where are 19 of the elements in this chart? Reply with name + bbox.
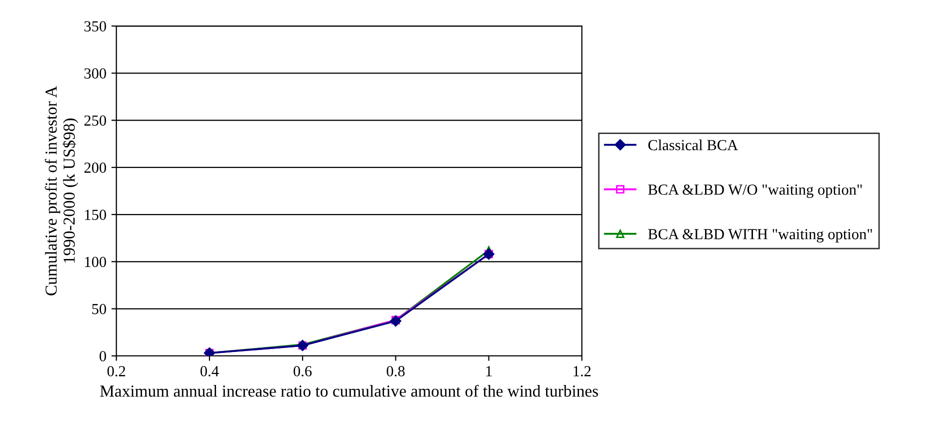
x-tick-label: 0.6 bbox=[294, 366, 312, 376]
x-tick-label: 0.8 bbox=[386, 366, 405, 376]
legend-label: BCA &LBD WITH "waiting option" bbox=[648, 229, 872, 242]
y-tick-label: 200 bbox=[84, 162, 106, 173]
y-tick-label: 150 bbox=[85, 210, 106, 220]
y-tick-label: 350 bbox=[84, 21, 106, 32]
legend-label: BCA &LBD W/O "waiting option" bbox=[648, 184, 862, 198]
y-axis-title: Cumulative profit of investor A 1990-2000 (k US$98) bbox=[44, 86, 78, 296]
x-tick-label: 0.2 bbox=[107, 366, 126, 376]
y-tick-label: 250 bbox=[84, 115, 106, 126]
x-tick-label: 1.2 bbox=[574, 366, 591, 376]
x-tick-label: 0.4 bbox=[200, 366, 219, 376]
y-tick-label: 50 bbox=[92, 304, 106, 314]
y-tick-label: 100 bbox=[85, 256, 106, 268]
x-tick-label: 1 bbox=[486, 366, 492, 376]
x-axis-title: Maximum annual increase ratio to cumulative amount of the wind turbines bbox=[100, 384, 598, 397]
legend-label: Classical BCA bbox=[648, 140, 738, 150]
y-tick-label: 0 bbox=[100, 351, 106, 362]
y-tick-label: 300 bbox=[84, 68, 106, 79]
